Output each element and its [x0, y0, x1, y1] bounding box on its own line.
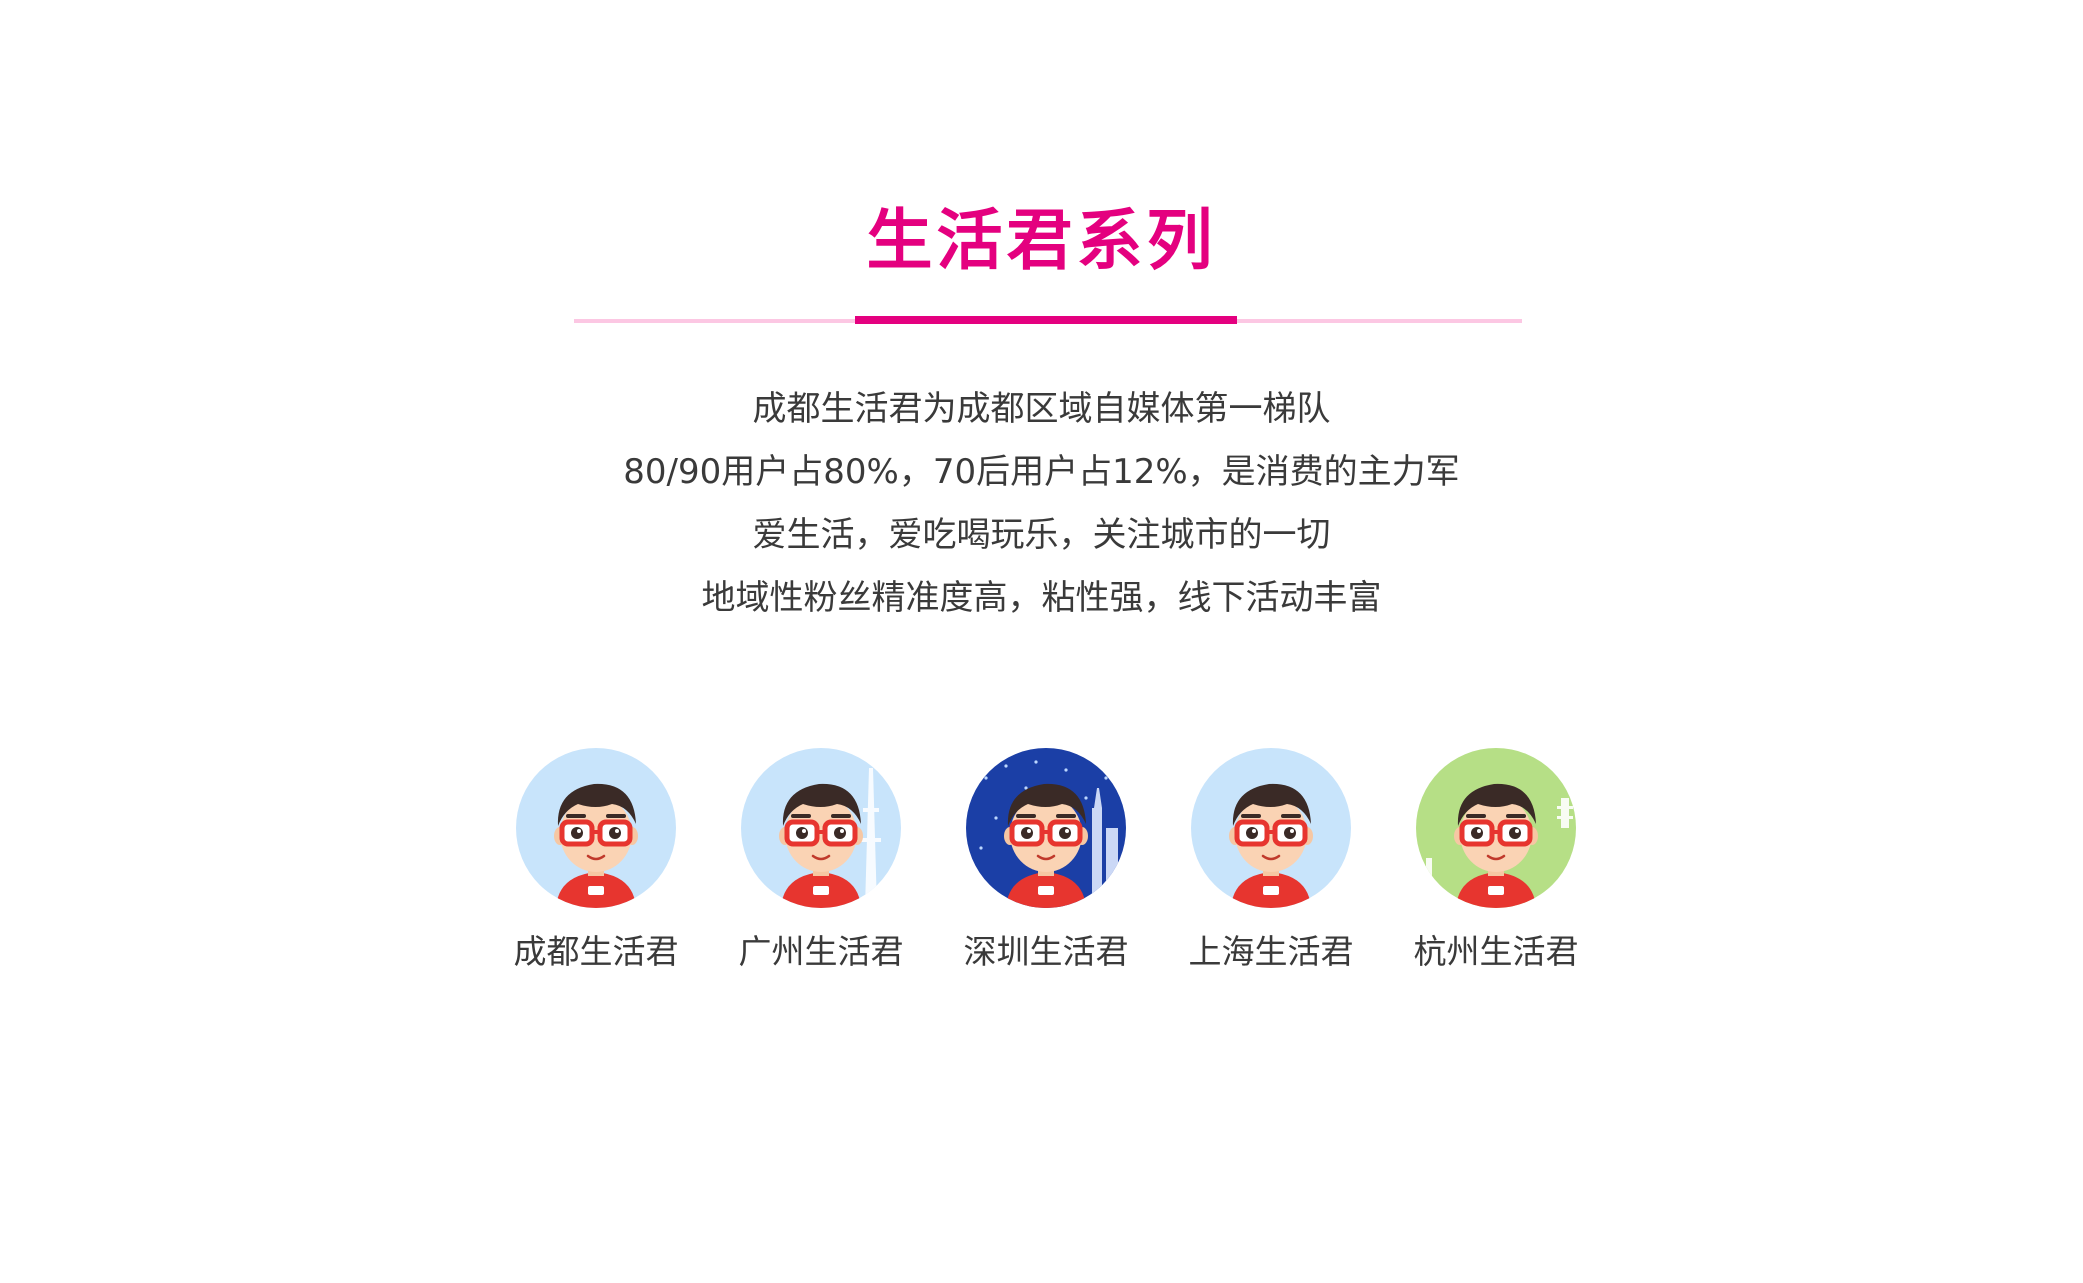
avatar-guangzhou-icon[interactable]	[741, 748, 901, 908]
page-title: 生活君系列	[866, 202, 1217, 279]
avatar-label: 广州生活君	[738, 932, 904, 971]
avatar-card-hangzhou[interactable]: 杭州生活君	[1396, 748, 1596, 988]
title-divider-accent	[855, 316, 1237, 324]
avatar-card-shenzhen[interactable]: 深圳生活君	[946, 748, 1146, 988]
description-line: 地域性粉丝精准度高，粘性强，线下活动丰富	[701, 578, 1382, 618]
avatar-list: 成都生活君 广州生活君 深圳生活君 上海生活君 杭州生活君	[0, 748, 2083, 988]
avatar-label: 杭州生活君	[1413, 932, 1579, 971]
avatar-card-chengdu[interactable]: 成都生活君	[496, 748, 696, 988]
avatar-card-shanghai[interactable]: 上海生活君	[1171, 748, 1371, 988]
avatar-label: 成都生活君	[513, 932, 679, 971]
avatar-card-guangzhou[interactable]: 广州生活君	[721, 748, 921, 988]
avatar-hangzhou-icon[interactable]	[1416, 748, 1576, 908]
avatar-label: 上海生活君	[1188, 932, 1354, 971]
description-line: 80/90用户占80%，70后用户占12%，是消费的主力军	[623, 452, 1460, 492]
description-line: 成都生活君为成都区域自媒体第一梯队	[752, 389, 1331, 429]
avatar-shanghai-icon[interactable]	[1191, 748, 1351, 908]
avatar-shenzhen-icon[interactable]	[966, 748, 1126, 908]
description-line: 爱生活，爱吃喝玩乐，关注城市的一切	[752, 515, 1331, 555]
avatar-chengdu-icon[interactable]	[516, 748, 676, 908]
description: 成都生活君为成都区域自媒体第一梯队 80/90用户占80%，70后用户占12%，…	[0, 378, 2083, 630]
avatar-label: 深圳生活君	[963, 932, 1129, 971]
